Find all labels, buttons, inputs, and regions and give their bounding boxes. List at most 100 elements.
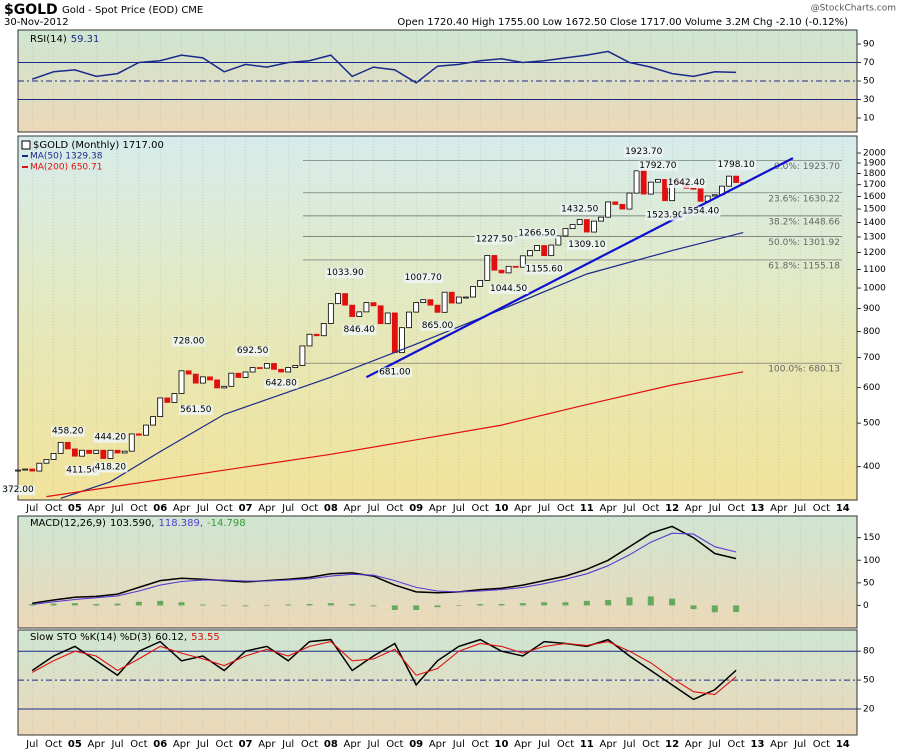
candle	[527, 250, 533, 257]
date: 30-Nov-2012	[4, 17, 69, 28]
legend-value: 53.55	[191, 632, 220, 643]
x-tick-label: Jul	[793, 503, 806, 514]
candle	[128, 433, 135, 452]
candle	[363, 302, 370, 313]
panel-title: Slow STO %K(14) %D(3) 60.12, 53.55	[30, 632, 220, 643]
y-tick-label: 20	[863, 704, 875, 714]
panel-title-text: RSI(14)	[30, 34, 67, 45]
x-tick-label: 10	[495, 739, 509, 750]
candle	[612, 201, 619, 205]
candle	[441, 291, 448, 313]
moving-average	[46, 371, 744, 498]
annotation-bg	[517, 228, 557, 239]
y-tick-label: 0	[863, 601, 869, 611]
price-annotation: 418.20	[95, 462, 127, 472]
x-tick-label: Apr	[344, 503, 362, 514]
source: @StockCharts.com	[811, 4, 896, 14]
histogram-bar	[626, 597, 633, 606]
x-tick-label: 13	[750, 739, 764, 750]
histogram-bar	[285, 604, 292, 606]
candle	[399, 327, 405, 354]
candle	[384, 312, 391, 325]
annotation-bg	[51, 426, 85, 437]
histogram-bar	[178, 602, 185, 606]
y-tick-label: 1900	[863, 158, 886, 168]
candle	[157, 397, 164, 418]
candle	[633, 170, 640, 194]
candle	[22, 468, 29, 471]
x-tick-label: 06	[153, 503, 167, 514]
x-tick-label: Apr	[88, 503, 106, 514]
price-annotation: 561.50	[180, 405, 212, 415]
annotation-bg	[325, 268, 365, 279]
annotation-bg	[378, 367, 412, 378]
x-tick-label: Jul	[366, 503, 379, 514]
price-annotation: 411.50	[66, 466, 98, 476]
x-tick-label: Oct	[727, 503, 744, 514]
candle	[171, 393, 178, 403]
y-tick-label: 70	[863, 58, 875, 68]
x-tick-label: Oct	[45, 503, 62, 514]
candle	[143, 424, 149, 436]
x-tick-label: Apr	[173, 503, 191, 514]
trendline	[365, 157, 794, 379]
histogram-bar	[562, 602, 569, 606]
candle	[221, 385, 228, 389]
x-tick-label: Oct	[45, 739, 62, 750]
x-tick-label: Jul	[281, 739, 294, 750]
candle	[207, 376, 213, 381]
x-tick-label: Apr	[173, 739, 191, 750]
fib-label: 50.0%: 1301.92	[768, 238, 840, 248]
candle	[349, 304, 356, 317]
x-tick-label: Apr	[429, 739, 447, 750]
candle	[391, 312, 398, 354]
candle	[562, 228, 569, 237]
price-annotation: 1923.70	[625, 147, 662, 157]
x-tick-label: Oct	[301, 739, 318, 750]
y-tick-label: 1700	[863, 180, 886, 190]
candle	[320, 323, 327, 337]
x-tick-label: Jul	[452, 739, 465, 750]
legend-value: 118.389,	[158, 518, 203, 529]
x-tick-label: Jul	[452, 503, 465, 514]
x-tick-label: Oct	[130, 739, 147, 750]
histogram-bar	[434, 605, 441, 608]
candle	[697, 188, 704, 202]
candle	[448, 291, 455, 304]
price-annotation: 1155.60	[526, 264, 563, 274]
x-tick-label: Oct	[130, 503, 147, 514]
histogram-bar	[477, 604, 484, 606]
legend-value: 60.12,	[155, 632, 187, 643]
x-tick-label: Jul	[111, 503, 124, 514]
histogram-bar	[605, 600, 612, 606]
price-annotation: 1309.10	[568, 240, 605, 250]
x-tick-label: 12	[665, 503, 679, 514]
legend-entry: $GOLD (Monthly) 1717.00	[33, 140, 164, 151]
x-tick-label: 07	[239, 503, 253, 514]
x-tick-label: Jul	[366, 739, 379, 750]
annotation-bg	[342, 325, 377, 336]
candle	[463, 296, 469, 299]
x-tick-label: Jul	[196, 503, 209, 514]
candle	[214, 379, 220, 389]
candle	[726, 175, 732, 187]
fib-label: 100.0%: 680.13	[768, 365, 840, 375]
price-annotation: 681.00	[379, 367, 411, 377]
candle	[413, 302, 420, 313]
candle	[640, 170, 647, 195]
price-annotation: 692.50	[237, 346, 269, 356]
price-annotation: 372.00	[2, 485, 34, 495]
candle	[199, 376, 206, 384]
candle	[192, 373, 199, 384]
quote: Open 1720.40 High 1755.00 Low 1672.50 Cl…	[397, 17, 848, 28]
fib-label: 38.2%: 1448.66	[768, 217, 840, 227]
candle	[711, 194, 718, 197]
histogram-bar	[349, 604, 356, 606]
candle	[591, 220, 597, 233]
y-tick-label: 800	[863, 327, 880, 337]
candle	[299, 345, 306, 366]
candle	[50, 453, 57, 460]
y-tick-label: 600	[863, 383, 880, 393]
